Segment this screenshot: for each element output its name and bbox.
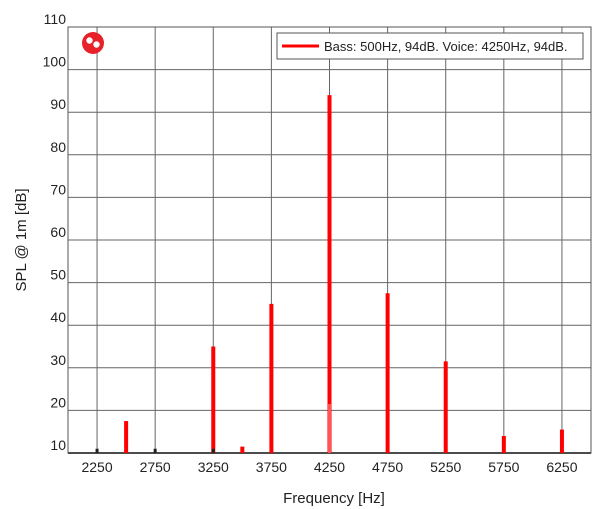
y-tick-label: 70 [50, 181, 66, 197]
y-tick-label: 110 [44, 11, 67, 27]
series-bars [95, 95, 564, 453]
x-tick-label: 2750 [140, 459, 171, 475]
y-axis-label: SPL @ 1m [dB] [13, 188, 30, 291]
y-tick-label: 80 [50, 139, 66, 155]
y-tick-label: 50 [50, 267, 66, 283]
brand-logo-icon [82, 32, 104, 54]
x-tick-label: 5750 [488, 459, 519, 475]
x-axis-label: Frequency [Hz] [283, 490, 385, 507]
y-tick-labels: 10 20 30 40 50 60 70 80 90 100 110 [43, 11, 67, 453]
x-tick-label: 6250 [546, 459, 577, 475]
y-tick-label: 60 [50, 224, 66, 240]
y-tick-label: 40 [50, 309, 66, 325]
x-tick-label: 3750 [256, 459, 287, 475]
y-tick-label: 30 [50, 352, 66, 368]
y-tick-label: 10 [50, 437, 66, 453]
x-tick-label: 3250 [198, 459, 229, 475]
x-tick-label: 4250 [314, 459, 345, 475]
x-tick-label: 4750 [372, 459, 403, 475]
x-tick-label: 5250 [430, 459, 461, 475]
y-tick-label: 20 [50, 394, 66, 410]
logo-dot-left [86, 37, 93, 44]
x-tick-labels: 2250 2750 3250 3750 4250 4750 5250 5750 6250 [81, 459, 577, 475]
legend-label: Bass: 500Hz, 94dB. Voice: 4250Hz, 94dB. [324, 39, 568, 54]
y-tick-label: 100 [43, 54, 67, 70]
x-tick-label: 2250 [81, 459, 112, 475]
logo-disc [82, 32, 104, 54]
legend: Bass: 500Hz, 94dB. Voice: 4250Hz, 94dB. [276, 32, 584, 60]
y-tick-label: 90 [50, 96, 66, 112]
logo-dot-right [93, 41, 100, 48]
legend-box [276, 32, 584, 60]
